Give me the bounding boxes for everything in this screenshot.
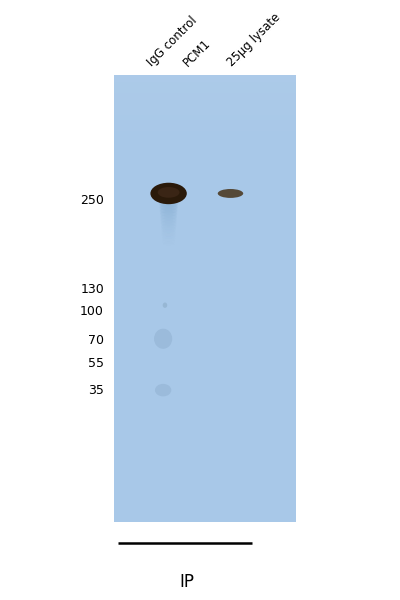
Ellipse shape xyxy=(160,208,178,211)
Ellipse shape xyxy=(160,216,177,219)
Bar xyxy=(114,136,296,137)
Ellipse shape xyxy=(160,215,177,218)
Bar xyxy=(114,111,296,113)
Text: 130: 130 xyxy=(80,283,104,296)
Ellipse shape xyxy=(159,196,178,199)
Ellipse shape xyxy=(155,384,171,397)
Ellipse shape xyxy=(161,221,176,224)
Bar xyxy=(114,102,296,104)
Bar xyxy=(114,119,296,122)
Ellipse shape xyxy=(161,225,176,228)
Ellipse shape xyxy=(159,200,178,203)
Ellipse shape xyxy=(160,212,177,215)
Bar xyxy=(114,88,296,91)
Ellipse shape xyxy=(158,194,179,197)
Ellipse shape xyxy=(160,206,178,209)
Text: 70: 70 xyxy=(88,334,104,347)
Ellipse shape xyxy=(159,202,178,205)
Bar xyxy=(114,79,296,82)
Ellipse shape xyxy=(159,205,178,208)
Ellipse shape xyxy=(154,329,172,349)
Bar xyxy=(114,115,296,118)
Bar xyxy=(114,124,296,127)
Bar xyxy=(114,97,296,100)
Ellipse shape xyxy=(161,224,176,227)
Ellipse shape xyxy=(159,199,178,202)
Ellipse shape xyxy=(160,218,177,221)
Text: 55: 55 xyxy=(88,357,104,370)
Bar xyxy=(114,127,296,128)
Bar xyxy=(114,86,296,88)
Bar xyxy=(114,128,296,131)
Ellipse shape xyxy=(160,209,178,212)
Bar xyxy=(114,131,296,133)
Bar xyxy=(114,133,296,136)
Ellipse shape xyxy=(160,211,177,214)
Bar xyxy=(114,75,296,522)
Bar xyxy=(114,82,296,84)
Bar xyxy=(114,113,296,115)
Text: 25μg lysate: 25μg lysate xyxy=(225,11,283,69)
Text: 100: 100 xyxy=(80,305,104,319)
Ellipse shape xyxy=(150,183,187,204)
Ellipse shape xyxy=(161,222,176,225)
Bar xyxy=(114,91,296,93)
Bar xyxy=(114,122,296,124)
Ellipse shape xyxy=(158,187,180,198)
Bar xyxy=(114,84,296,86)
Text: 250: 250 xyxy=(80,194,104,206)
Bar xyxy=(114,137,296,140)
Bar xyxy=(114,106,296,109)
Ellipse shape xyxy=(163,302,167,308)
Ellipse shape xyxy=(159,203,178,206)
Bar xyxy=(114,95,296,97)
Text: 35: 35 xyxy=(88,383,104,397)
Ellipse shape xyxy=(159,197,178,200)
Bar xyxy=(114,140,296,142)
Text: IgG control: IgG control xyxy=(145,14,200,69)
Ellipse shape xyxy=(160,219,177,222)
Ellipse shape xyxy=(160,214,177,216)
Text: PCM1: PCM1 xyxy=(181,37,214,69)
Bar xyxy=(114,118,296,119)
Bar xyxy=(114,93,296,95)
Bar xyxy=(114,104,296,106)
Bar xyxy=(114,77,296,79)
Bar xyxy=(114,75,296,77)
Bar xyxy=(114,100,296,102)
Bar xyxy=(114,109,296,111)
Ellipse shape xyxy=(218,189,243,198)
Text: IP: IP xyxy=(179,573,194,591)
